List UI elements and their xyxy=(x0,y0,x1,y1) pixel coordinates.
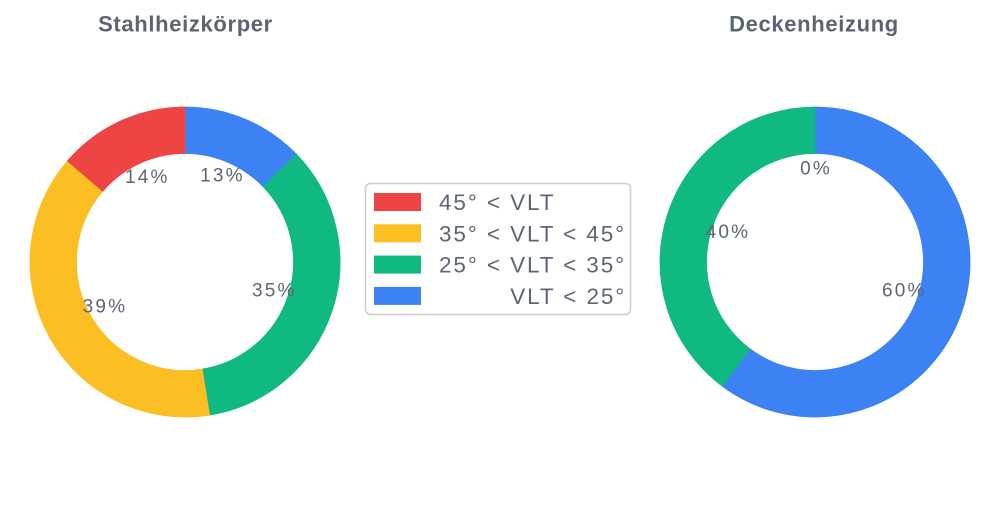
svg-text:60%: 60% xyxy=(882,281,927,302)
svg-text:25° < VLT < 35°: 25° < VLT < 35° xyxy=(439,253,626,278)
svg-text:Deckenheizung: Deckenheizung xyxy=(729,12,899,37)
svg-text:40%: 40% xyxy=(706,222,751,243)
svg-text:0%: 0% xyxy=(800,158,832,179)
svg-text:35%: 35% xyxy=(252,281,297,302)
svg-text:13%: 13% xyxy=(200,166,245,187)
svg-text:39%: 39% xyxy=(83,297,128,318)
svg-text:35° < VLT < 45°: 35° < VLT < 45° xyxy=(439,221,626,246)
svg-text:Stahlheizkörper: Stahlheizkörper xyxy=(98,12,273,37)
svg-text:VLT < 25°: VLT < 25° xyxy=(510,284,626,309)
svg-text:14%: 14% xyxy=(125,167,170,188)
svg-text:45° < VLT: 45° < VLT xyxy=(439,190,555,215)
